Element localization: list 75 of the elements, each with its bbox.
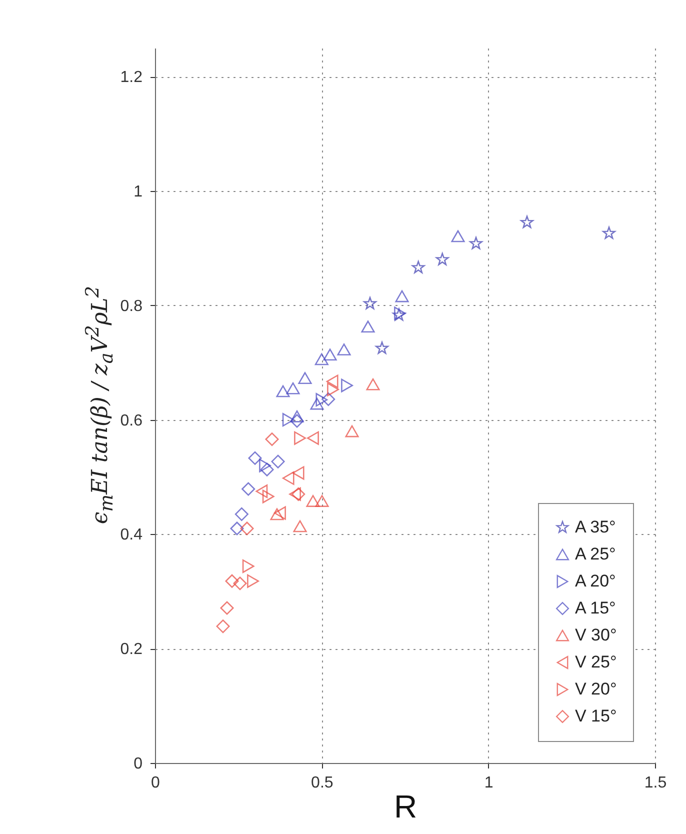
point <box>256 484 268 498</box>
point <box>286 382 300 394</box>
y-tick-label: 1 <box>134 184 143 200</box>
point <box>326 374 338 388</box>
point <box>451 230 465 242</box>
point <box>412 260 425 274</box>
point <box>316 393 328 407</box>
point <box>230 522 244 536</box>
point <box>240 522 254 536</box>
point <box>298 372 312 384</box>
point <box>294 431 306 445</box>
point <box>323 348 337 361</box>
point <box>341 378 353 392</box>
point <box>345 425 359 438</box>
x-tick-label: 0.5 <box>311 774 334 792</box>
point <box>242 482 256 496</box>
y-tick-label: 0 <box>134 756 143 772</box>
legend-label: A 25° <box>575 544 616 564</box>
point <box>248 451 262 465</box>
point <box>265 432 279 446</box>
legend-label: V 30° <box>575 626 617 644</box>
point <box>290 414 304 428</box>
legend-label: A 35° <box>575 518 616 536</box>
x-tick-label: 1 <box>484 774 494 792</box>
point <box>315 495 329 507</box>
point <box>270 508 284 520</box>
x-tick-label: 0 <box>151 774 160 792</box>
point <box>293 520 307 532</box>
point <box>260 462 274 476</box>
point <box>282 413 294 427</box>
point <box>366 378 380 390</box>
point <box>234 507 248 521</box>
point <box>225 574 239 588</box>
y-tick-label: 0.4 <box>120 526 143 544</box>
point <box>364 296 376 310</box>
point <box>262 490 274 504</box>
point <box>306 495 320 507</box>
point <box>233 576 247 590</box>
point <box>337 343 351 356</box>
point <box>216 620 230 634</box>
point <box>220 601 234 615</box>
point <box>470 236 482 250</box>
point <box>327 382 339 396</box>
y-tick-label: 0.2 <box>120 641 143 658</box>
point <box>307 431 319 445</box>
point <box>271 454 285 468</box>
legend-label: V 25° <box>575 652 617 672</box>
legend-label: V 20° <box>575 680 617 698</box>
point <box>376 342 388 354</box>
point <box>520 216 534 228</box>
legend-label: V 15° <box>575 706 617 726</box>
point <box>395 290 409 302</box>
point <box>289 487 301 501</box>
point <box>259 458 271 472</box>
point <box>242 559 254 574</box>
point <box>314 353 328 366</box>
point <box>361 320 375 333</box>
y-tick-label: 0.6 <box>120 412 143 430</box>
point <box>602 226 616 239</box>
x-tick-label: 1.5 <box>644 774 667 792</box>
point <box>436 252 449 266</box>
x-axis-title: R <box>394 788 418 824</box>
point <box>292 466 304 480</box>
point <box>290 410 304 422</box>
point <box>247 574 259 588</box>
legend-label: A 20° <box>575 572 616 590</box>
point <box>276 385 290 398</box>
point <box>310 398 324 410</box>
point <box>274 506 286 520</box>
y-tick-label: 1.2 <box>120 69 143 86</box>
y-tick-label: 0.8 <box>120 298 143 315</box>
point <box>292 487 306 501</box>
point <box>282 471 294 485</box>
legend-label: A 15° <box>575 598 616 618</box>
point <box>322 392 336 406</box>
